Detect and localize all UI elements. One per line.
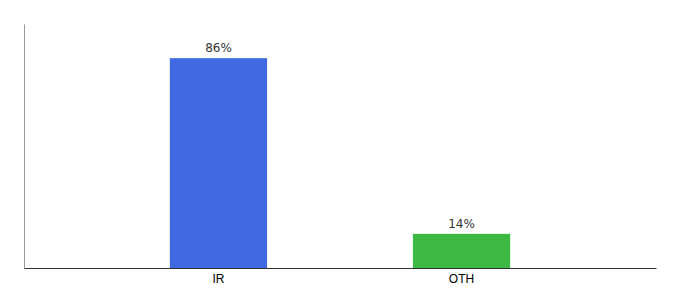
chart-container: IR OTH 86% 14% [0, 0, 680, 300]
y-axis [24, 25, 25, 269]
x-axis: IR OTH [25, 268, 657, 286]
bars [170, 58, 510, 268]
data-labels: 86% 14% [205, 41, 475, 231]
x-tick-label: OTH [449, 272, 474, 286]
plot-area: IR OTH 86% 14% [25, 25, 657, 286]
data-label: 86% [205, 41, 232, 55]
x-tick: IR [212, 268, 224, 286]
y-axis-line [24, 25, 25, 269]
chart-svg: IR OTH 86% 14% [0, 0, 680, 300]
x-tick-label: IR [212, 272, 224, 286]
bar [170, 58, 267, 268]
x-axis-line [25, 268, 657, 269]
bar [413, 234, 510, 268]
x-tick: OTH [449, 268, 474, 286]
data-label: 14% [448, 217, 475, 231]
